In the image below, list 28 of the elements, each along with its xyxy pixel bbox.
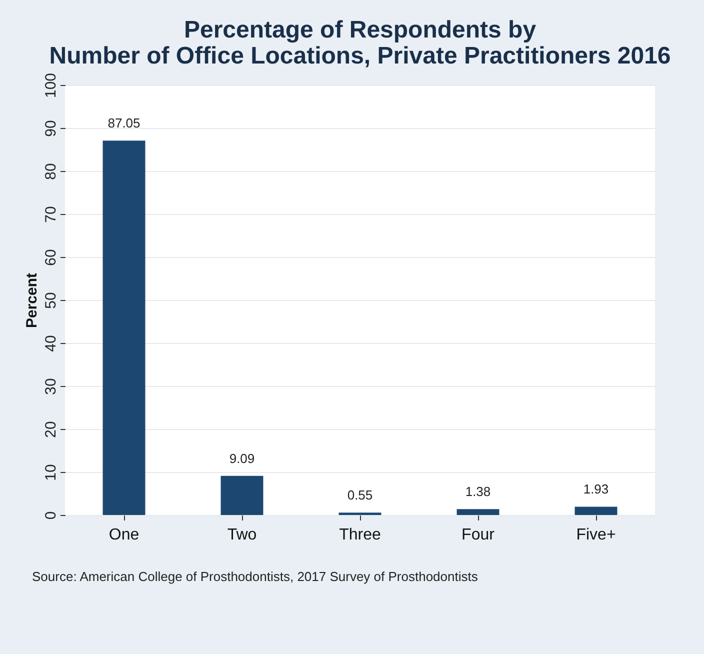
x-tick-label: Five+ <box>576 526 616 544</box>
x-tick-label: Four <box>462 526 496 544</box>
y-tick-label: 100 <box>42 72 60 98</box>
y-tick-label: 60 <box>42 249 60 266</box>
bar <box>102 140 146 515</box>
data-label: 87.05 <box>108 116 140 131</box>
bar <box>574 506 618 515</box>
x-tick-label: One <box>108 526 140 544</box>
y-tick-label: 10 <box>42 464 60 481</box>
y-tick-label: 90 <box>42 120 60 137</box>
y-tick-label: 0 <box>42 511 60 520</box>
bar <box>220 476 264 515</box>
data-label: 1.38 <box>465 484 491 500</box>
source-note: Source: American College of Prosthodontists, 2017 Survey of Prosthodontists <box>32 569 479 584</box>
y-tick-label: 20 <box>42 421 60 438</box>
y-tick-label: 70 <box>42 206 60 223</box>
y-tick-label: 30 <box>42 378 60 395</box>
bar <box>456 509 500 515</box>
chart-title: Percentage of Respondents by Number of Office Locations, Private Practitioners 2016 <box>49 16 671 70</box>
x-tick-label: Three <box>339 526 381 544</box>
y-tick-label: 40 <box>42 335 60 352</box>
data-label: 9.09 <box>229 450 255 466</box>
y-axis-title: Percent <box>24 272 40 328</box>
data-label: 0.55 <box>347 488 373 503</box>
x-tick-label: Two <box>227 526 257 544</box>
y-tick-label: 80 <box>42 163 60 180</box>
data-label: 1.93 <box>583 482 609 497</box>
y-tick-label: 50 <box>42 292 60 309</box>
